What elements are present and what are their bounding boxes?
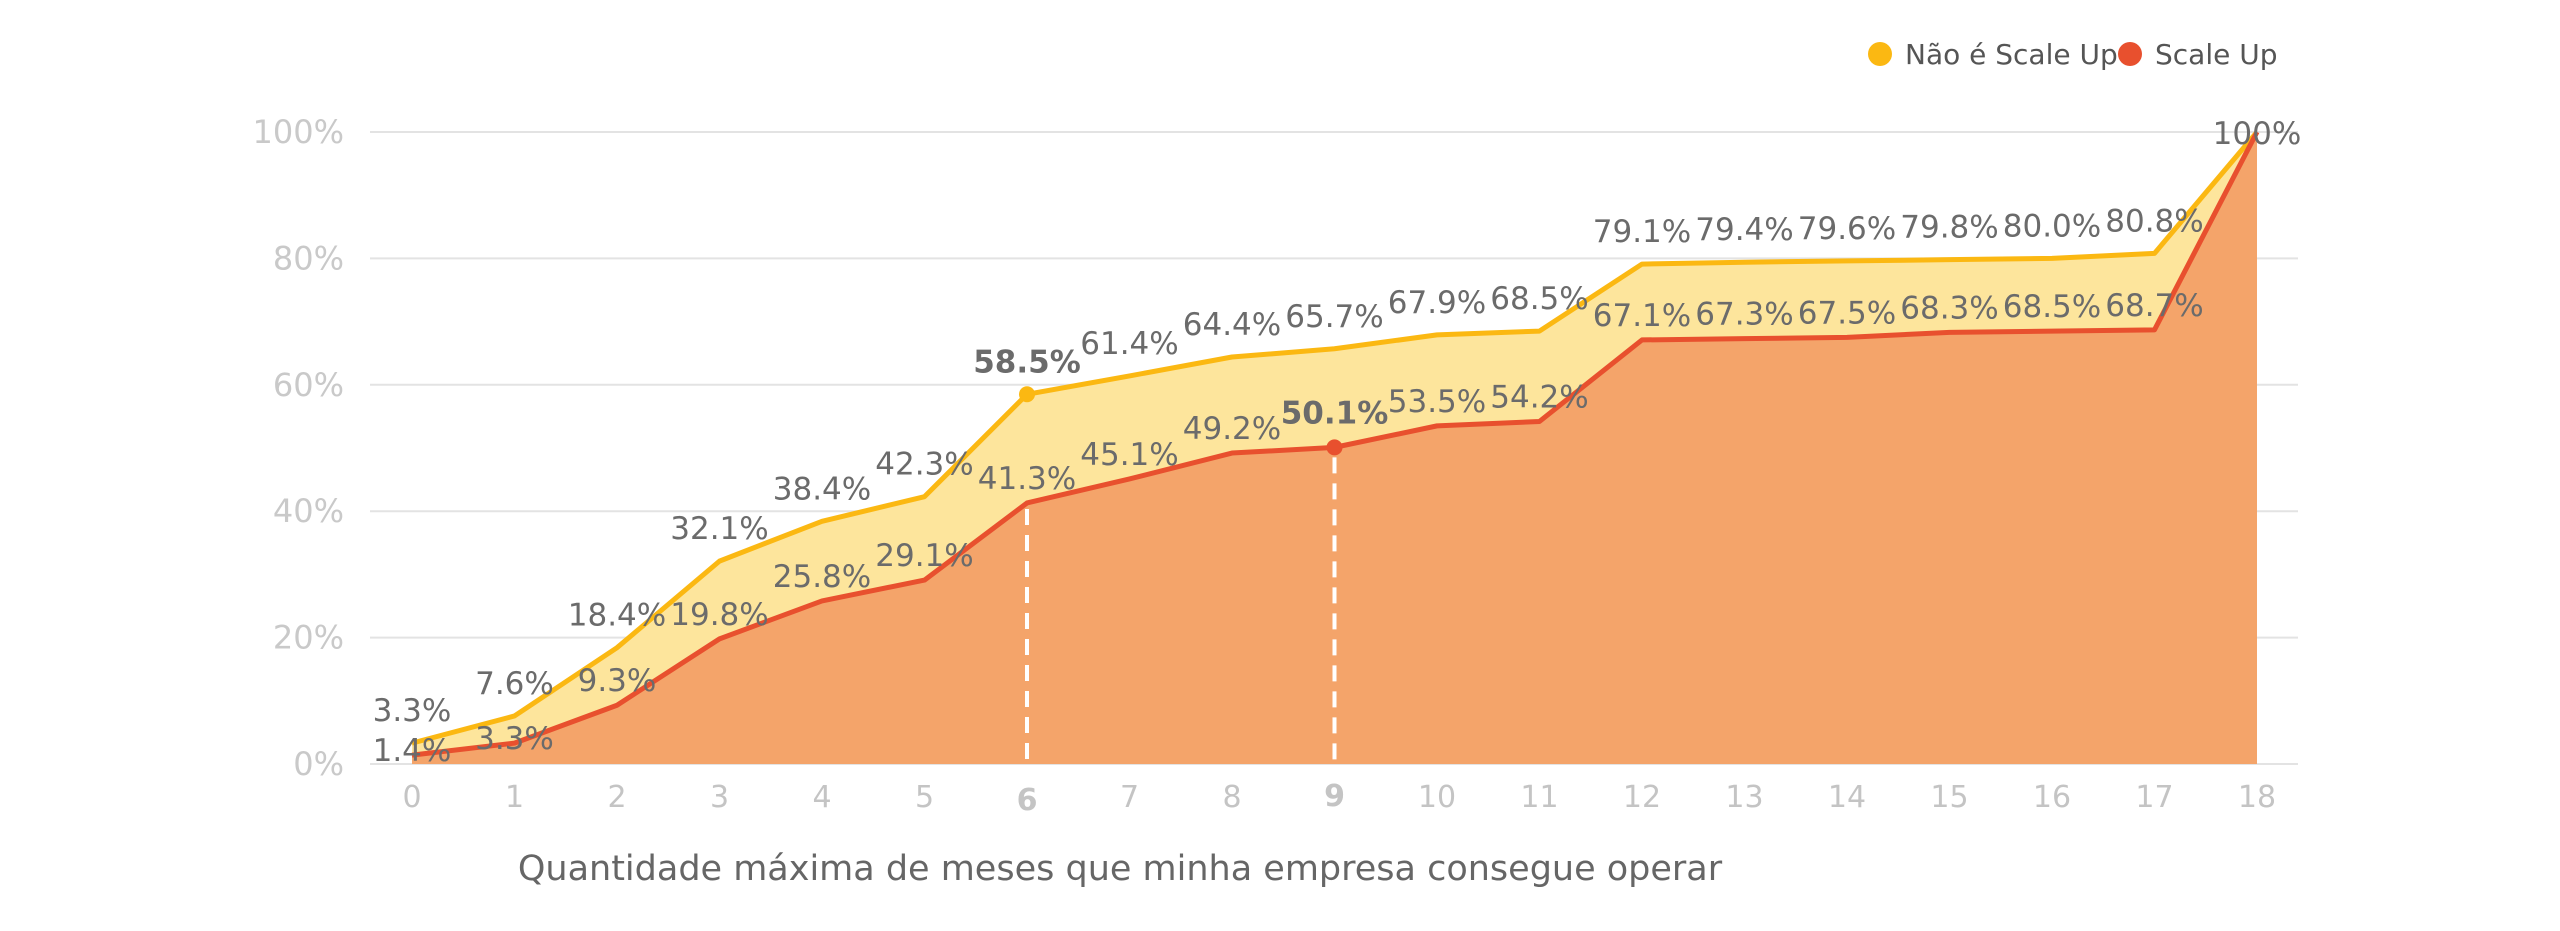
x-tick-label: 11 xyxy=(1520,780,1558,815)
data-label-scale-up: 9.3% xyxy=(578,663,657,699)
data-label-nao-e-scale-up: 68.5% xyxy=(1490,281,1588,317)
data-label-scale-up: 45.1% xyxy=(1080,437,1178,473)
x-axis-title: Quantidade máxima de meses que minha emp… xyxy=(518,849,1723,889)
data-label-scale-up: 53.5% xyxy=(1388,384,1486,420)
y-tick-label: 20% xyxy=(273,619,344,657)
data-label-nao-e-scale-up: 67.9% xyxy=(1388,285,1486,321)
data-label-scale-up: 41.3% xyxy=(978,461,1076,497)
data-label-scale-up: 29.1% xyxy=(875,538,973,574)
data-label-scale-up: 54.2% xyxy=(1490,379,1588,415)
data-label-nao-e-scale-up: 79.6% xyxy=(1798,211,1896,247)
data-label-scale-up: 3.3% xyxy=(475,721,554,757)
y-tick-label: 60% xyxy=(273,366,344,404)
y-tick-label: 0% xyxy=(293,745,344,783)
data-label-nao-e-scale-up: 42.3% xyxy=(875,447,973,483)
axis-ticks: 0%20%40%60%80%100%0 1 2 3 4 5 6 7 8 9 10 11 12 13 14 15… xyxy=(253,113,2277,818)
point-nao-e-scale-up-highlight xyxy=(1019,386,1035,403)
x-tick-label: 7 xyxy=(1120,780,1139,815)
data-label-nao-e-scale-up: 18.4% xyxy=(568,598,666,634)
data-label-nao-e-scale-up: 3.3% xyxy=(373,693,452,729)
x-tick-label: 15 xyxy=(1930,780,1968,815)
data-label-nao-e-scale-up: 38.4% xyxy=(773,471,871,507)
data-label-nao-e-scale-up: 80.8% xyxy=(2105,203,2203,239)
data-label-scale-up: 19.8% xyxy=(670,597,768,633)
x-tick-label: 17 xyxy=(2135,780,2173,815)
x-tick-label: 10 xyxy=(1418,780,1456,815)
data-label-nao-e-scale-up: 61.4% xyxy=(1080,326,1178,362)
x-tick-label: 8 xyxy=(1222,780,1241,815)
y-tick-label: 80% xyxy=(273,239,344,277)
data-label-scale-up: 67.3% xyxy=(1695,297,1793,333)
x-tick-label: 5 xyxy=(915,780,934,815)
data-label-scale-up: 68.5% xyxy=(2003,289,2101,325)
data-label-nao-e-scale-up: 32.1% xyxy=(670,511,768,547)
data-label-scale-up: 68.7% xyxy=(2105,288,2203,324)
data-label-nao-e-scale-up: 79.1% xyxy=(1593,214,1691,250)
line-nao-e-scale-up xyxy=(411,130,2259,746)
x-tick-label: 1 xyxy=(505,780,524,815)
x-tick-label: 4 xyxy=(812,780,831,815)
data-label-scale-up: 67.5% xyxy=(1798,295,1896,331)
legend-item-nao-e-scale-up-marker xyxy=(1868,42,1892,66)
data-label-scale-up: 49.2% xyxy=(1183,411,1281,447)
x-tick-label: 6 xyxy=(1017,783,1038,818)
data-label-scale-up: 68.3% xyxy=(1900,290,1998,326)
data-label-nao-e-scale-up: 65.7% xyxy=(1285,299,1383,335)
x-tick-label: 18 xyxy=(2238,780,2276,815)
data-label-nao-e-scale-up: 79.8% xyxy=(1900,210,1998,246)
legend: Não é Scale Up Scale Up xyxy=(1868,38,2278,71)
y-tick-label: 100% xyxy=(253,113,344,151)
x-tick-label: 0 xyxy=(402,780,421,815)
legend-item-nao-e-scale-up-label: Não é Scale Up xyxy=(1905,38,2118,71)
data-label-scale-up: 50.1% xyxy=(1281,395,1389,431)
x-tick-label: 2 xyxy=(607,780,626,815)
x-tick-label: 9 xyxy=(1324,779,1345,814)
data-label-nao-e-scale-up: 64.4% xyxy=(1183,307,1281,343)
data-label-nao-e-scale-up: 58.5% xyxy=(973,344,1081,380)
highlight-points xyxy=(1019,386,1343,456)
y-tick-label: 40% xyxy=(273,492,344,530)
data-label-scale-up: 1.4% xyxy=(373,733,452,769)
x-tick-label: 16 xyxy=(2033,780,2071,815)
x-tick-label: 13 xyxy=(1725,780,1763,815)
x-tick-label: 3 xyxy=(710,780,729,815)
data-label-nao-e-scale-up: 80.0% xyxy=(2003,208,2101,244)
highlight-guides xyxy=(1025,457,1337,764)
x-tick-label: 12 xyxy=(1623,780,1661,815)
data-label-scale-up: 67.1% xyxy=(1593,298,1691,334)
legend-item-scale-up-marker xyxy=(2118,42,2142,66)
x-tick-label: 14 xyxy=(1828,780,1866,815)
data-label-nao-e-scale-up: 79.4% xyxy=(1695,212,1793,248)
data-label-scale-up: 100% xyxy=(2213,116,2302,152)
data-label-nao-e-scale-up: 7.6% xyxy=(475,666,554,702)
legend-item-scale-up-label: Scale Up xyxy=(2155,38,2278,71)
point-scale-up-highlight xyxy=(1326,439,1343,456)
data-label-scale-up: 25.8% xyxy=(773,559,871,595)
data-labels: 3.3% 7.6% 18.4% 32.1%38.4%42.3% 58.5%61.4%64… xyxy=(373,116,2302,769)
